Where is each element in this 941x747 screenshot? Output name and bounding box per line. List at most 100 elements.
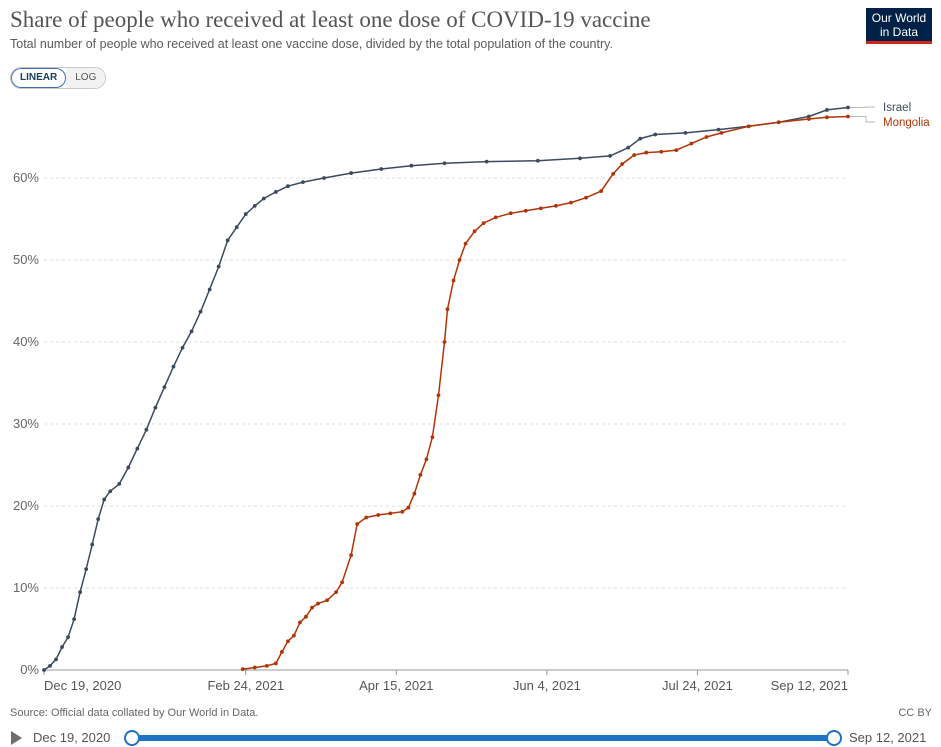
data-point: [451, 278, 456, 283]
timeline-end-handle[interactable]: [826, 730, 842, 746]
data-point: [286, 184, 290, 189]
data-point: [436, 393, 441, 398]
data-point: [442, 161, 447, 166]
data-point: [388, 511, 393, 516]
data-point: [632, 153, 637, 157]
play-icon[interactable]: [11, 731, 22, 745]
data-point: [286, 639, 290, 644]
data-point: [48, 664, 52, 668]
x-tick-label: Sep 12, 2021: [771, 678, 848, 693]
line-chart: 0% 10% 20% 30% 40% 50% 60% Dec 19, 2020 Feb 24,…: [13, 102, 930, 693]
data-point: [523, 208, 528, 213]
y-tick-label: 60%: [13, 170, 39, 185]
data-point: [243, 212, 248, 216]
data-point: [442, 340, 447, 344]
data-point: [66, 635, 70, 640]
grid-lines: [44, 177, 848, 589]
data-point: [569, 200, 573, 205]
timeline-end-label: Sep 12, 2021: [849, 730, 927, 745]
data-point: [189, 329, 194, 334]
data-point: [207, 287, 212, 292]
data-point: [716, 127, 721, 132]
series-israel[interactable]: [42, 105, 850, 672]
data-point: [846, 114, 850, 119]
data-point: [162, 385, 167, 389]
data-point: [355, 522, 360, 526]
data-point: [84, 567, 89, 572]
linear-scale-button[interactable]: LINEAR: [11, 68, 67, 88]
data-point: [310, 605, 314, 610]
data-point: [216, 264, 221, 269]
data-point: [325, 598, 329, 603]
data-point: [484, 159, 489, 164]
data-point: [638, 136, 643, 141]
data-point: [584, 195, 588, 200]
data-point: [349, 553, 354, 558]
data-point: [493, 215, 498, 220]
timeline-start-handle[interactable]: [124, 730, 140, 746]
x-tick-label: Feb 24, 2021: [207, 678, 284, 693]
data-point: [846, 105, 850, 110]
series-lines: [42, 105, 850, 672]
data-point: [578, 156, 582, 161]
data-point: [322, 176, 326, 180]
data-point: [225, 238, 230, 243]
data-point: [252, 665, 257, 670]
data-point: [180, 345, 185, 350]
data-point: [240, 667, 245, 672]
data-point: [292, 633, 296, 638]
series-mongolia[interactable]: [240, 114, 850, 672]
x-tick-label: Jul 24, 2021: [662, 678, 733, 693]
data-point: [273, 661, 278, 666]
data-point: [400, 509, 405, 514]
data-point: [364, 515, 369, 520]
timeline: Dec 19, 2020 Sep 12, 2021: [0, 727, 941, 747]
y-tick-label: 50%: [13, 252, 39, 267]
data-point: [108, 489, 113, 494]
logo-line-2: in Data: [879, 25, 919, 39]
data-point: [376, 513, 381, 517]
data-point: [409, 163, 414, 168]
data-point: [472, 229, 477, 234]
data-point: [273, 190, 278, 194]
data-point: [349, 171, 354, 175]
legend-connector: [850, 116, 875, 123]
data-point: [659, 149, 664, 154]
data-point: [135, 446, 140, 451]
timeline-track[interactable]: [132, 735, 834, 741]
data-point: [102, 497, 107, 502]
legend-label-mongolia[interactable]: Mongolia: [883, 117, 930, 129]
x-tick-label: Apr 15, 2021: [359, 678, 433, 693]
data-point: [430, 435, 435, 440]
data-point: [54, 657, 58, 662]
data-point: [42, 668, 46, 672]
y-axis-ticks: 0% 10% 20% 30% 40% 50% 60%: [13, 170, 39, 677]
data-point: [153, 405, 158, 410]
data-point: [144, 427, 149, 432]
logo-line-1: Our World: [871, 11, 927, 25]
chart-title: Share of people who received at least on…: [10, 7, 651, 32]
legend-label-israel[interactable]: Israel: [883, 102, 911, 114]
data-point: [126, 465, 131, 470]
data-point: [806, 117, 811, 121]
data-point: [424, 457, 429, 462]
y-tick-label: 10%: [13, 580, 39, 595]
data-point: [406, 505, 411, 510]
x-tick-label: Dec 19, 2020: [44, 678, 121, 693]
data-point: [508, 211, 513, 216]
data-point: [264, 664, 269, 668]
data-point: [704, 135, 709, 139]
license-link[interactable]: CC BY: [898, 707, 932, 719]
data-point: [445, 307, 450, 312]
data-point: [611, 172, 616, 176]
data-point: [304, 614, 308, 619]
x-tick-label: Jun 4, 2021: [513, 678, 581, 693]
data-point: [90, 542, 95, 547]
data-point: [412, 491, 417, 496]
log-scale-button[interactable]: LOG: [66, 68, 106, 88]
data-point: [78, 590, 83, 594]
data-point: [463, 241, 468, 246]
owid-logo[interactable]: Our World in Data: [866, 8, 932, 44]
data-point: [644, 150, 649, 155]
data-point: [608, 153, 613, 158]
